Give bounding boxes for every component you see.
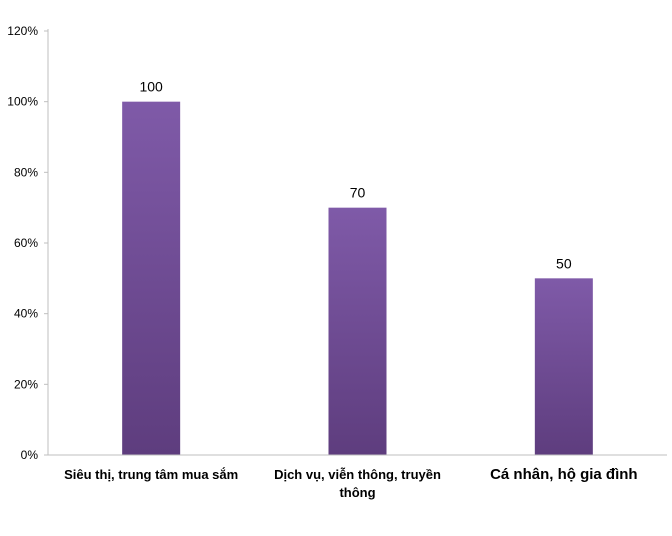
y-tick-label: 80% xyxy=(14,165,38,179)
y-tick-label: 100% xyxy=(7,95,38,109)
y-tick-label: 20% xyxy=(14,377,38,391)
bar xyxy=(534,278,593,455)
y-tick-label: 40% xyxy=(14,307,38,321)
data-label: 50 xyxy=(556,255,572,271)
y-axis: 0% 20% 40% 60% 80% 100% 120% xyxy=(7,24,49,462)
bar xyxy=(328,207,387,455)
bars xyxy=(122,101,593,456)
x-axis: Siêu thị, trung tâm mua sắm Dịch vụ, viễn… xyxy=(48,454,667,500)
y-tick-label: 120% xyxy=(7,24,38,38)
x-category-label: Cá nhân, hộ gia đình xyxy=(490,466,638,483)
data-label: 100 xyxy=(139,79,163,95)
data-label: 70 xyxy=(350,185,366,201)
x-category-label: Siêu thị, trung tâm mua sắm xyxy=(64,467,238,482)
data-labels: 100 70 50 xyxy=(139,79,571,272)
bar xyxy=(122,101,181,456)
y-tick-label: 60% xyxy=(14,236,38,250)
y-tick-label: 0% xyxy=(21,448,39,462)
x-category-label: Dịch vụ, viễn thông, truyền thông xyxy=(274,467,441,500)
